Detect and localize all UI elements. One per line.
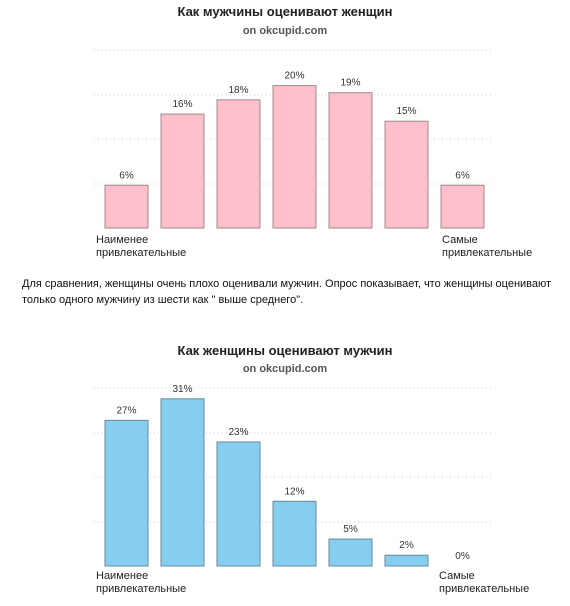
bar-6 xyxy=(384,120,429,229)
chart-men-rate-women: Как мужчины оценивают женщин on okcupid.… xyxy=(0,0,570,262)
bar-5 xyxy=(328,538,373,567)
x-right-label: Самые привлекательные xyxy=(442,234,532,260)
x-left-label-line2: привлекательные xyxy=(96,583,187,595)
bar-2 xyxy=(160,398,205,567)
bar-3 xyxy=(216,99,261,229)
bar-chart-svg: 27% 31% 23% 12% 5% 2% 0% xyxy=(94,384,492,567)
bar-1 xyxy=(104,184,149,229)
bar-4 xyxy=(272,85,317,229)
chart-title: Как мужчины оценивают женщин xyxy=(177,4,393,19)
chart-subtitle: on okcupid.com xyxy=(242,25,328,37)
x-right-label-line2: привлекательные xyxy=(439,583,530,595)
x-right-label-line1: Самые xyxy=(442,234,478,246)
x-left-label-line1: Наименее xyxy=(96,234,149,246)
bar-4 xyxy=(272,500,317,567)
bar-chart-svg: 6% 16% 18% 20% 19% 15% 6% xyxy=(94,49,492,229)
bar-1-label: 27% xyxy=(116,405,136,416)
bar-7-label: 6% xyxy=(455,170,470,181)
x-left-label: Наименее привлекательные xyxy=(96,234,186,260)
bar-1 xyxy=(104,419,149,567)
x-left-label-line1: Наименее xyxy=(96,570,149,582)
bar-6 xyxy=(384,554,429,567)
bar-4-label: 20% xyxy=(284,71,304,82)
chart-title: Как женщины оценивают мужчин xyxy=(177,343,393,358)
bar-5-label: 5% xyxy=(343,524,358,535)
x-right-label-line2: привлекательные xyxy=(442,247,533,259)
x-right-label-line1: Самые xyxy=(439,570,475,582)
bar-7-label: 0% xyxy=(455,551,470,562)
bar-3-label: 18% xyxy=(228,85,248,96)
bar-5-label: 19% xyxy=(340,78,360,89)
x-left-label: Наименее привлекательные xyxy=(96,570,186,596)
bar-3-label: 23% xyxy=(228,427,248,438)
bar-2-label: 16% xyxy=(172,99,192,110)
bar-2 xyxy=(160,113,205,229)
bar-2-label: 31% xyxy=(172,384,192,395)
x-left-label-line2: привлекательные xyxy=(96,247,187,259)
comparison-note: Для сравнения, женщины очень плохо оцени… xyxy=(22,278,552,306)
bar-3 xyxy=(216,441,261,567)
bar-1-label: 6% xyxy=(119,170,134,181)
bar-6-label: 15% xyxy=(396,106,416,117)
bar-7 xyxy=(440,184,485,229)
bar-4-label: 12% xyxy=(284,486,304,497)
chart-women-rate-men: Как женщины оценивают мужчин on okcupid.… xyxy=(0,336,570,606)
x-right-label: Самые привлекательные xyxy=(439,570,529,596)
bar-5 xyxy=(328,92,373,229)
chart-subtitle: on okcupid.com xyxy=(242,363,328,375)
bar-6-label: 2% xyxy=(399,540,414,551)
